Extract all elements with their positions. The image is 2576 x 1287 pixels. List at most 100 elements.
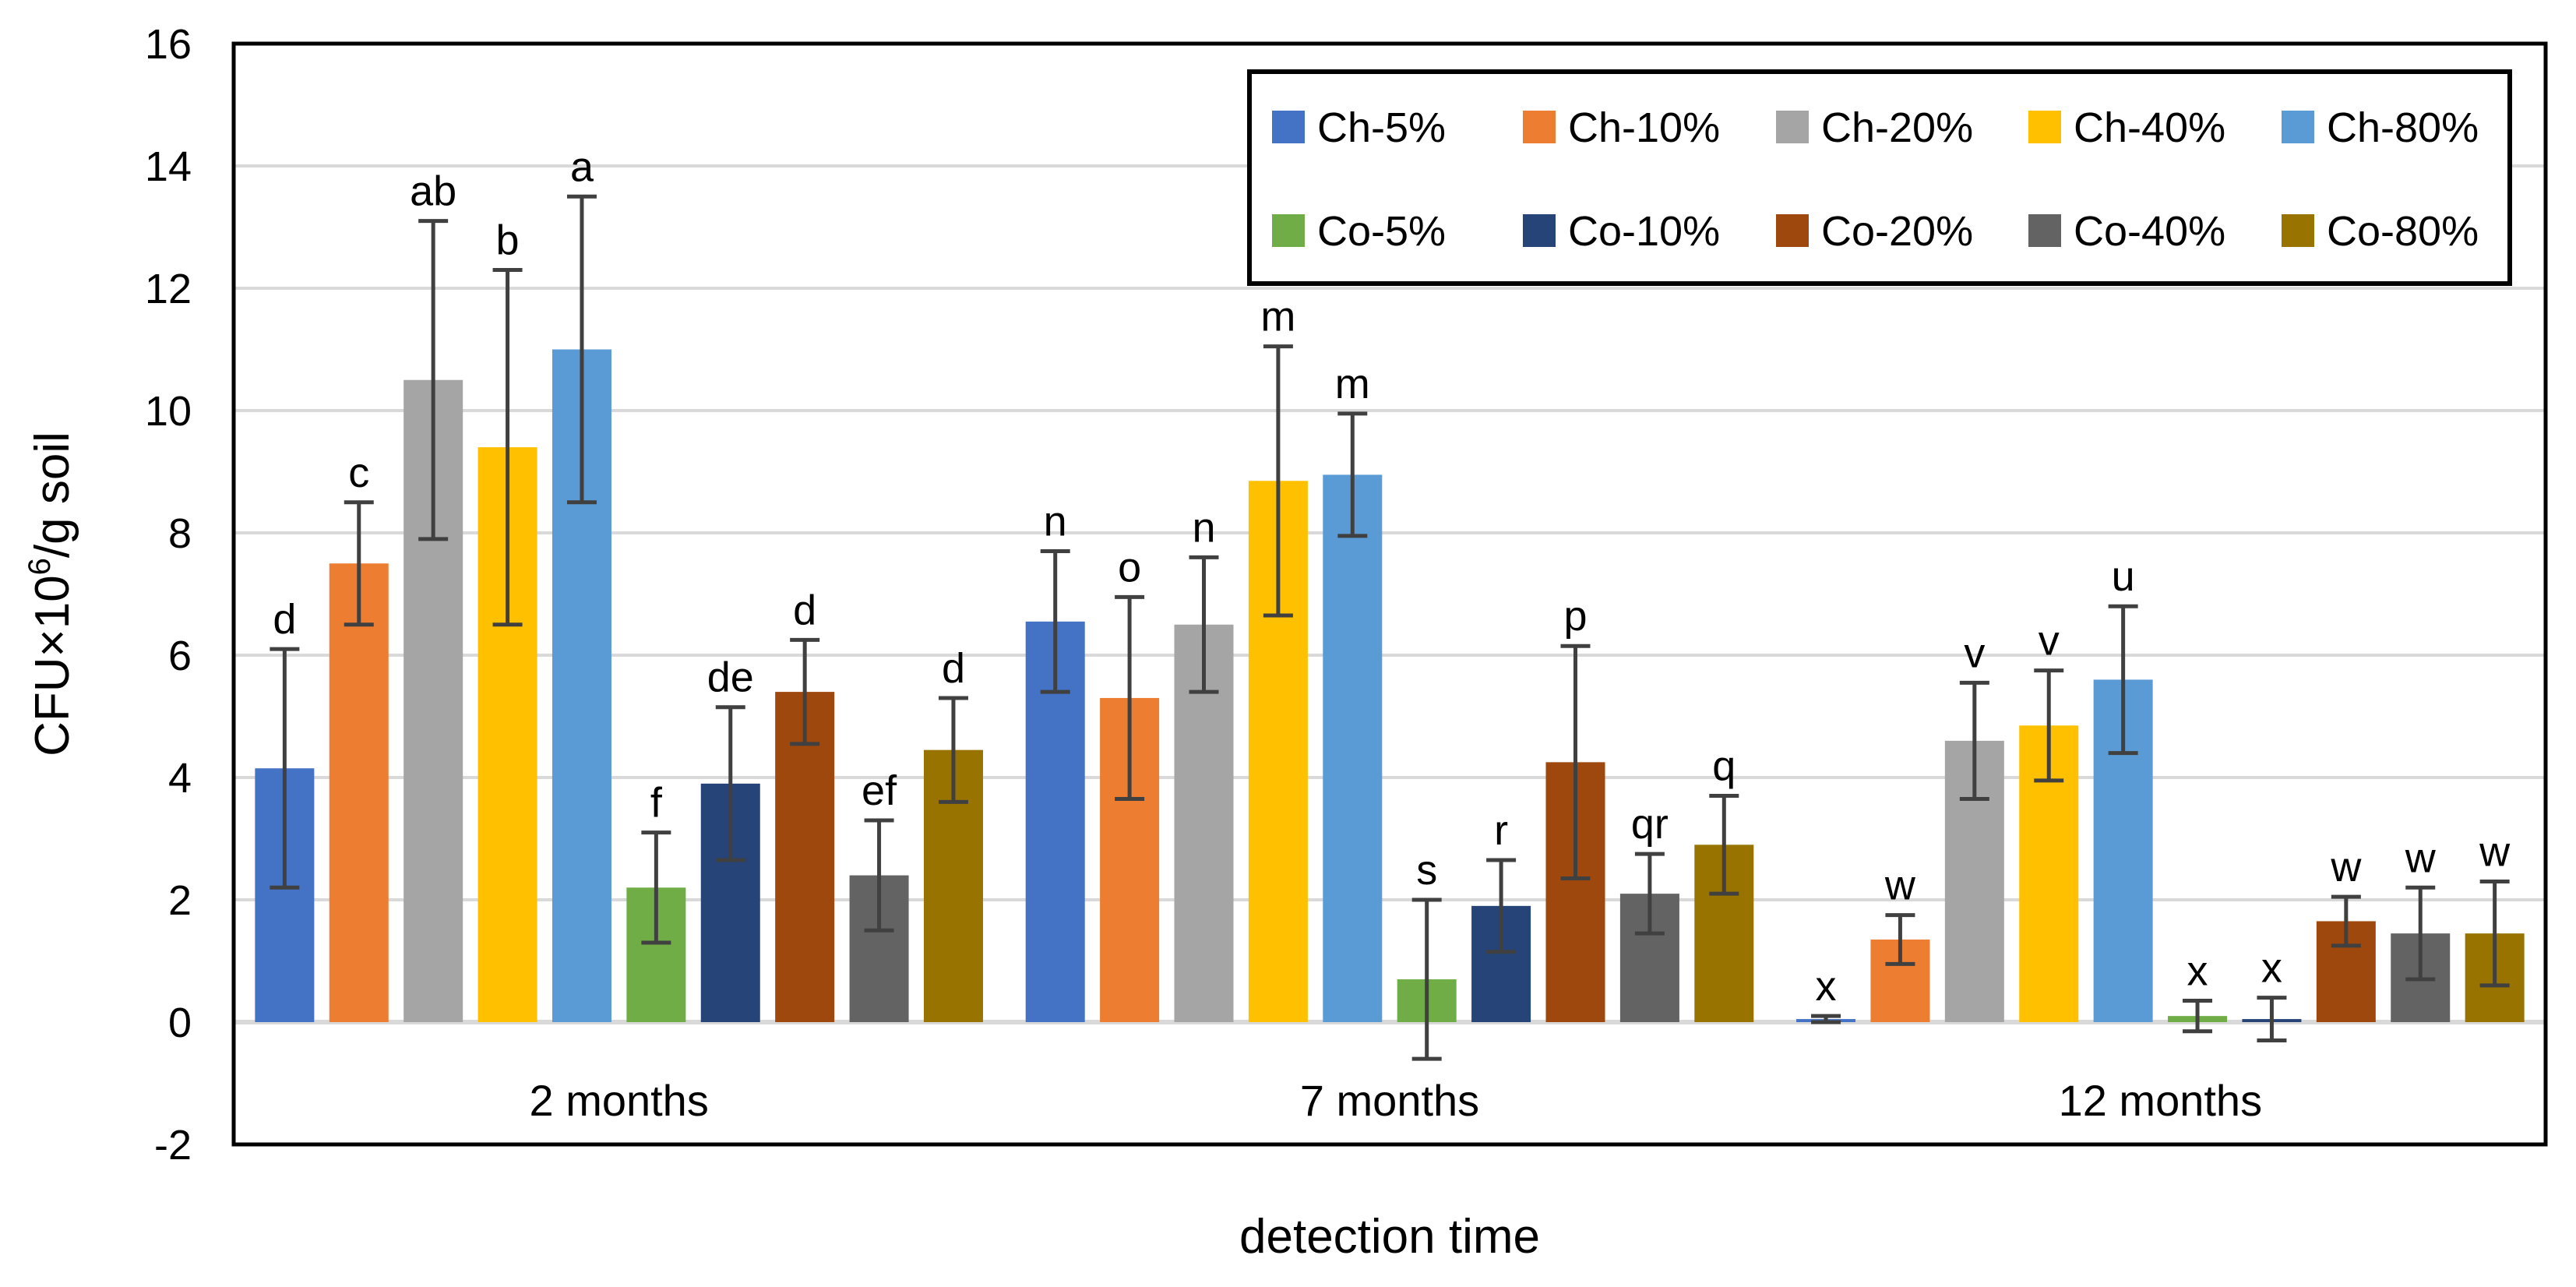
error-bar	[1486, 858, 1517, 954]
legend-item: Co-5%	[1272, 208, 1446, 255]
error-bar	[2034, 668, 2064, 783]
error-bar	[715, 705, 745, 862]
error-bar	[1040, 549, 1070, 694]
significance-letter: c	[348, 450, 369, 496]
legend-box	[1247, 69, 2512, 286]
significance-letter: m	[1335, 361, 1370, 407]
y-tick-label: 2	[168, 877, 192, 924]
error-bar	[2108, 604, 2138, 756]
error-bar	[418, 219, 449, 541]
legend-swatch	[1776, 111, 1809, 143]
legend-item: Ch-10%	[1523, 104, 1720, 151]
error-bar	[2257, 996, 2287, 1043]
error-bar	[1709, 794, 1739, 896]
y-tick-label: 4	[168, 755, 192, 802]
legend-item: Ch-80%	[2282, 104, 2479, 151]
legend-swatch	[2282, 214, 2314, 247]
y-axis-title: CFU×106/g soil	[23, 432, 79, 756]
significance-letter: s	[1416, 847, 1437, 894]
y-axis-title-main: CFU×10	[26, 575, 79, 756]
legend-item: Ch-5%	[1272, 104, 1446, 151]
error-bar	[1263, 344, 1293, 618]
significance-letter: w	[1884, 862, 1916, 909]
error-bar	[864, 818, 894, 933]
significance-letter: p	[1563, 593, 1587, 640]
legend-label: Co-5%	[1317, 208, 1446, 255]
error-bar	[1115, 594, 1145, 801]
significance-letter: n	[1192, 504, 1215, 551]
y-axis-title-suffix: /g soil	[26, 432, 79, 558]
significance-letter: f	[650, 780, 663, 827]
legend-swatch	[2028, 214, 2061, 247]
significance-letter: q	[1712, 743, 1736, 790]
significance-letter: n	[1044, 499, 1067, 545]
error-bar	[2331, 894, 2361, 948]
significance-letter: w	[2330, 844, 2362, 890]
y-axis-title-superscript: 6	[23, 558, 57, 575]
legend-label: Ch-20%	[1821, 104, 1973, 151]
legend-label: Co-20%	[1821, 208, 1973, 255]
significance-letter: x	[2261, 945, 2282, 992]
legend-label: Ch-40%	[2074, 104, 2225, 151]
significance-letter: ef	[862, 767, 897, 814]
legend-swatch	[2282, 111, 2314, 143]
error-bar	[1634, 852, 1665, 936]
error-bar	[938, 696, 968, 804]
legend-label: Co-40%	[2074, 208, 2225, 255]
error-bar	[2479, 879, 2510, 988]
legend-label: Co-10%	[1568, 208, 1720, 255]
legend-swatch	[2028, 111, 2061, 143]
legend-item: Ch-40%	[2028, 104, 2225, 151]
legend-item: Co-40%	[2028, 208, 2225, 255]
error-bar	[1411, 897, 1442, 1061]
error-bar	[2405, 885, 2436, 982]
plot-area-border	[231, 41, 2548, 1147]
legend-swatch	[1272, 111, 1305, 143]
legend-item: Co-20%	[1776, 208, 1973, 255]
significance-letter: b	[496, 217, 520, 263]
legend-label: Co-80%	[2327, 208, 2479, 255]
error-bar	[492, 267, 523, 627]
error-bar	[2183, 999, 2213, 1034]
significance-letter: u	[2112, 553, 2135, 600]
bar	[1323, 474, 1383, 1022]
category-label: 12 months	[2059, 1076, 2263, 1125]
legend-label: Ch-80%	[2327, 104, 2479, 151]
y-tick-label: 16	[145, 21, 192, 68]
significance-letter: m	[1260, 294, 1295, 340]
bars	[255, 349, 2525, 1022]
error-bar	[344, 500, 374, 627]
significance-letter: v	[1964, 629, 1985, 676]
category-label: 7 months	[1300, 1076, 1479, 1125]
x-axis-title: detection time	[1239, 1210, 1540, 1264]
error-bar	[270, 647, 300, 890]
legend-label: Ch-5%	[1317, 104, 1446, 151]
error-bar	[641, 830, 671, 945]
error-bar	[790, 637, 820, 746]
significance-letter: qr	[1631, 801, 1669, 848]
error-bar	[1189, 555, 1219, 694]
significance-letter: x	[1816, 963, 1837, 1010]
y-tick-label: -2	[154, 1122, 192, 1169]
significance-letter: w	[2479, 828, 2511, 875]
legend-label: Ch-10%	[1568, 104, 1720, 151]
legend-item: Ch-20%	[1776, 104, 1973, 151]
legend-item: Co-10%	[1523, 208, 1720, 255]
significance-letter: v	[2039, 618, 2060, 665]
legend-swatch	[1272, 214, 1305, 247]
significance-letter: d	[273, 596, 296, 643]
significance-letter: d	[793, 587, 816, 633]
error-bar	[1885, 913, 1915, 966]
error-bar	[1337, 411, 1368, 538]
significance-letter: o	[1118, 544, 1141, 591]
category-label: 2 months	[529, 1076, 708, 1125]
category-labels: 2 months 7 months 12 months	[529, 1076, 2262, 1125]
significance-letter: a	[570, 143, 594, 190]
significance-letter: r	[1494, 807, 1508, 854]
legend-item: Co-80%	[2282, 208, 2479, 255]
y-tick-label: 6	[168, 633, 192, 679]
error-bar	[1560, 644, 1591, 881]
legend-swatch	[1523, 214, 1556, 247]
y-tick-label: 10	[145, 388, 192, 435]
